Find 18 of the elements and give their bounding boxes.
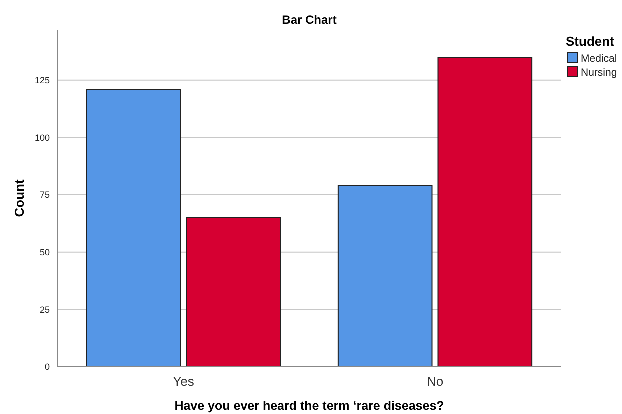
bar	[186, 217, 282, 368]
x-tick-label: Yes	[173, 374, 195, 389]
y-tick-label: 50	[40, 248, 50, 258]
legend-label: Medical	[581, 53, 618, 65]
y-tick-label: 125	[34, 76, 50, 86]
chart-title: Bar Chart	[282, 13, 337, 27]
y-tick-label: 100	[34, 132, 50, 143]
bar	[438, 57, 533, 368]
bar	[338, 185, 433, 368]
legend-title: Student	[566, 34, 616, 49]
y-tick-label: 0	[44, 362, 50, 372]
y-tick-label: 75	[40, 190, 50, 200]
y-axis-title: Count	[12, 179, 27, 218]
y-tick-label: 25	[40, 304, 50, 315]
bar	[86, 89, 182, 368]
x-axis-title: Have you ever heard the term ‘rare diseases?	[174, 399, 444, 413]
legend-label: Nursing	[581, 67, 618, 79]
x-tick-label: No	[426, 374, 444, 389]
